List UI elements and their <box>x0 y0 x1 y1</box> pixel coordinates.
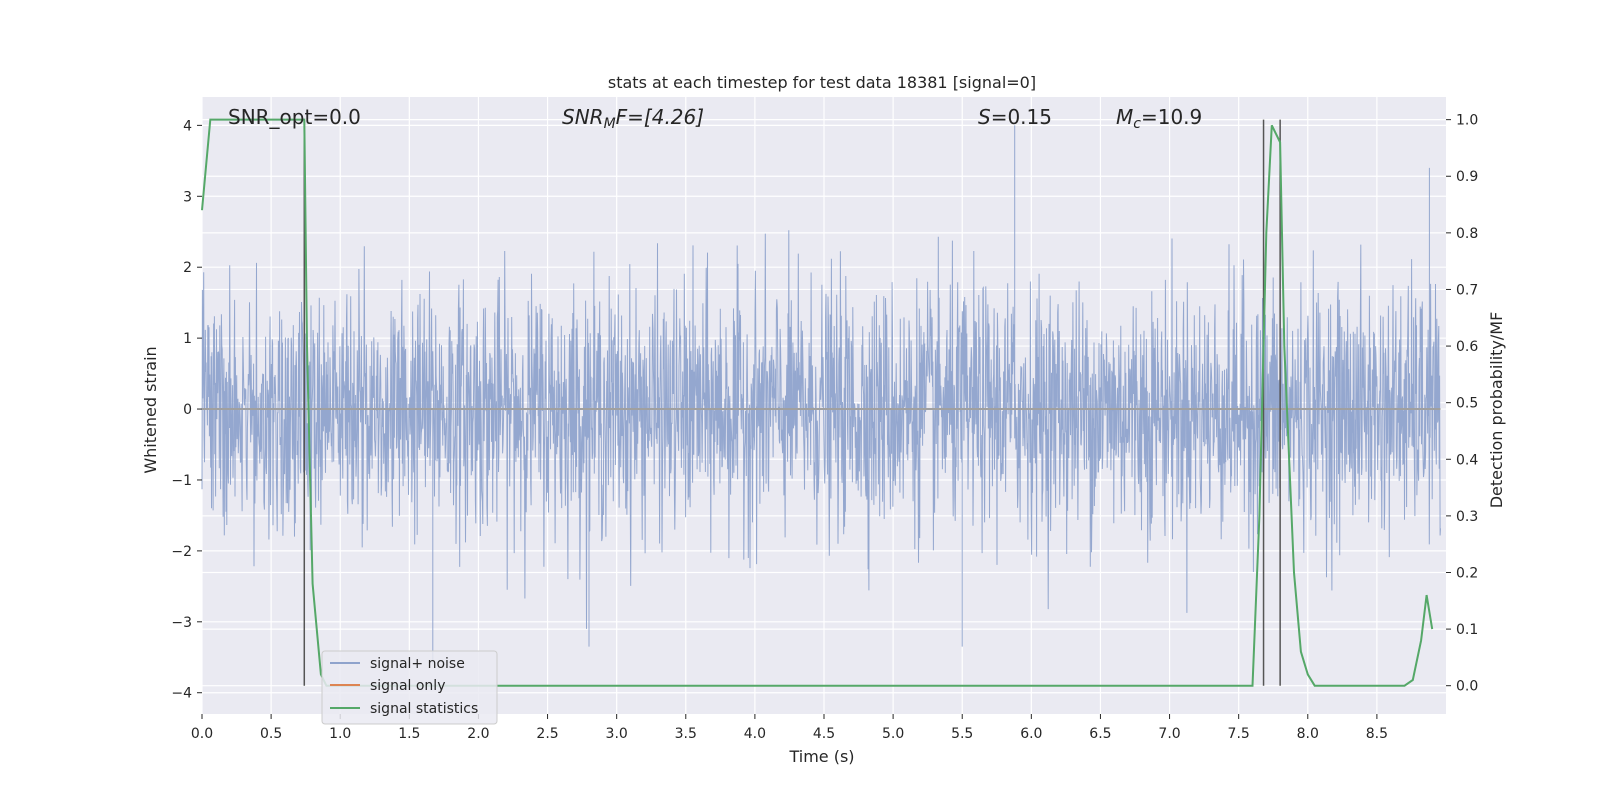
y2-tick-label-8: 0.2 <box>1456 565 1478 581</box>
annotation-s-main: S <box>978 105 991 129</box>
x-tick-label-8: 4.0 <box>744 726 766 742</box>
x-tick-label-4: 2.0 <box>467 726 489 742</box>
noise-trace <box>201 125 1441 665</box>
annotation-s-rest: =0.15 <box>991 105 1052 129</box>
x-tick-label-3: 1.5 <box>398 726 420 742</box>
vertical-lines <box>303 119 1281 686</box>
x-tick-label-7: 3.5 <box>675 726 697 742</box>
x-tick-label-13: 6.5 <box>1089 726 1111 742</box>
y2-tick-label-0: 1.0 <box>1456 113 1478 129</box>
x-tick-label-12: 6.0 <box>1020 726 1042 742</box>
annotation-snr-opt: SNR_opt=0.0 <box>228 105 361 129</box>
x-axis-label: Time (s) <box>788 747 854 766</box>
annotation-mc-main: M <box>1116 105 1133 129</box>
y-tick-label-7: −3 <box>171 615 192 631</box>
x-tick-label-15: 7.5 <box>1228 726 1250 742</box>
x-tick-label-11: 5.5 <box>951 726 973 742</box>
series-signal-noise <box>201 125 1441 665</box>
annotation-snr-mf: SNRMF=[4.26] <box>562 105 704 132</box>
legend-label-signal-only: signal only <box>370 678 445 694</box>
x-tick-label-5: 2.5 <box>536 726 558 742</box>
y-tick-label-5: −1 <box>171 473 192 489</box>
y-tick-label-8: −4 <box>171 686 192 702</box>
y-axis-label: Whitened strain <box>141 346 160 473</box>
y2-tick-label-5: 0.5 <box>1456 396 1478 412</box>
annotation-mc-rest: =10.9 <box>1141 105 1202 129</box>
legend-label-signal-noise: signal+ noise <box>370 656 465 672</box>
y2-tick-label-10: 0.0 <box>1456 679 1478 695</box>
x-tick-label-10: 5.0 <box>882 726 904 742</box>
annotation-snr-mf-main: SNR <box>562 105 604 129</box>
annotation-snr-mf-rest: F=[4.26] <box>616 105 704 129</box>
y2-tick-label-6: 0.4 <box>1456 452 1478 468</box>
y-tick-label-3: 1 <box>183 331 192 347</box>
y-tick-label-1: 3 <box>183 189 192 205</box>
annotation-mc-sub: c <box>1133 116 1141 132</box>
y2-axis-label: Detection probability/MF <box>1487 312 1506 509</box>
y2-tick-label-3: 0.7 <box>1456 282 1478 298</box>
y2-tick-label-2: 0.8 <box>1456 226 1478 242</box>
series-signal-statistics <box>201 118 1434 687</box>
x-tick-label-9: 4.5 <box>813 726 835 742</box>
y-tick-label-2: 2 <box>183 260 192 276</box>
y2-tick-label-9: 0.1 <box>1456 622 1478 638</box>
y2-tick-label-7: 0.3 <box>1456 509 1478 525</box>
y-ticks: 4 3 2 1 0 −1 −2 −3 −4 <box>171 118 202 702</box>
y2-tick-label-4: 0.6 <box>1456 339 1478 355</box>
x-tick-label-1: 0.5 <box>260 726 282 742</box>
x-tick-label-6: 3.0 <box>606 726 628 742</box>
x-tick-label-14: 7.0 <box>1158 726 1180 742</box>
y-tick-label-0: 4 <box>183 118 192 134</box>
chart-title: stats at each timestep for test data 183… <box>608 73 1036 92</box>
x-ticks: 0.0 0.5 1.0 1.5 2.0 2.5 3.0 3.5 4.0 4.5 5.0 5.5 6.0 6… <box>191 714 1388 742</box>
annotation-snr-mf-sub: M <box>604 116 616 132</box>
legend: signal+ noise signal only signal statist… <box>321 650 498 725</box>
y2-ticks: 1.0 0.9 0.8 0.7 0.6 0.5 0.4 0.3 0.2 0.1 0.0 <box>1446 113 1478 695</box>
y-tick-label-4: 0 <box>183 402 192 418</box>
annotation-mc: Mc=10.9 <box>1116 105 1202 132</box>
y-tick-label-6: −2 <box>171 544 192 560</box>
annotation-s: S=0.15 <box>978 105 1052 129</box>
x-tick-label-16: 8.0 <box>1297 726 1319 742</box>
x-tick-label-2: 1.0 <box>329 726 351 742</box>
x-tick-label-17: 8.5 <box>1366 726 1388 742</box>
legend-box <box>321 650 498 725</box>
x-tick-label-0: 0.0 <box>191 726 213 742</box>
legend-label-signal-statistics: signal statistics <box>370 701 478 717</box>
y2-tick-label-1: 0.9 <box>1456 169 1478 185</box>
